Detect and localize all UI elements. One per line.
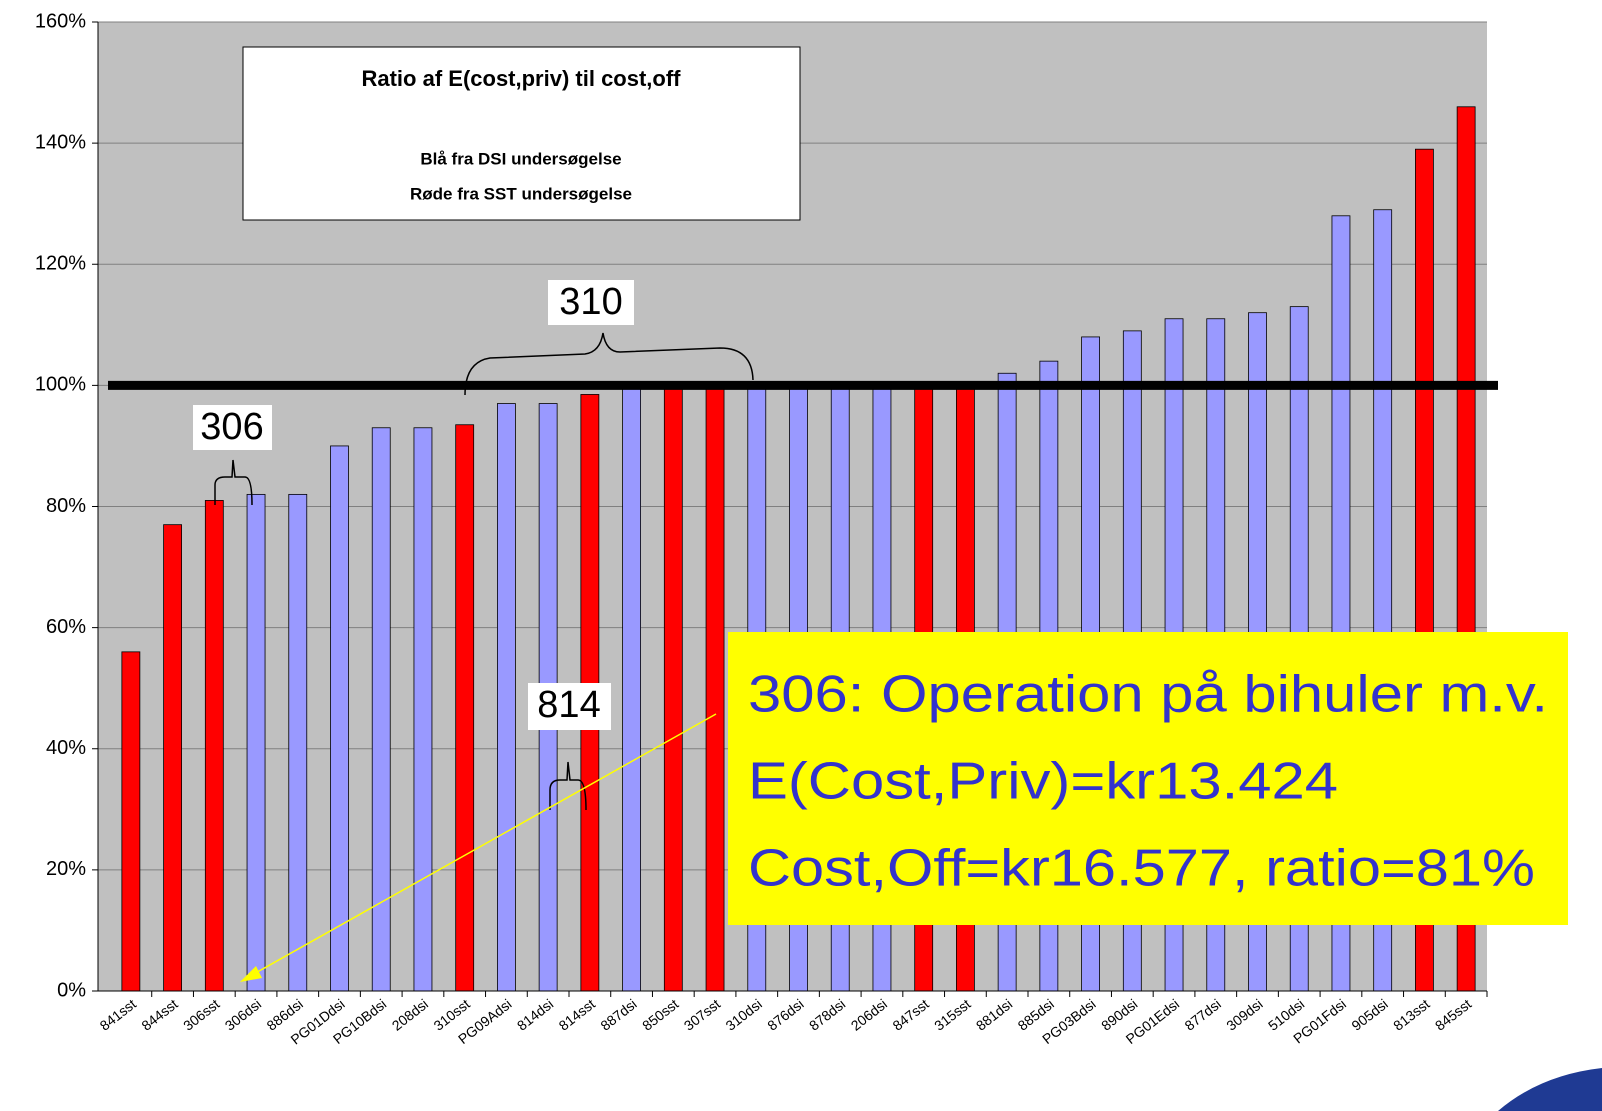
bar [413,427,433,992]
x-tick-label: 905dsi [1348,996,1390,1034]
legend-box [242,46,801,221]
label-box [548,280,634,325]
y-tick-label: 40% [46,737,86,759]
bar [705,384,725,992]
brace [214,459,253,506]
legend-line: Røde fra SST undersøgelse [410,184,632,203]
arrow-head [240,966,262,982]
x-tick-label: 813sst [1390,996,1432,1034]
logo [1498,1068,1602,1111]
annotation: 310 [559,281,622,323]
bar [497,403,516,992]
y-tick-label: 20% [46,858,86,880]
callout-text: 306: Operation på bihuler m.v. [748,666,1548,724]
y-tick-label: 140% [35,131,86,153]
x-tick-label: 814sst [556,996,598,1034]
bar [163,524,182,992]
arrow [251,713,717,976]
bar [455,424,475,992]
x-tick-label: 845sst [1432,996,1474,1034]
x-tick-label: 887dsi [597,996,639,1034]
y-tick-label: 100% [35,374,86,396]
x-tick-label: 315sst [931,996,973,1034]
y-tick-label: 80% [46,495,86,517]
x-tick-label: 850sst [639,996,681,1034]
bar [121,651,141,992]
label-box [528,683,611,730]
bar [663,384,683,992]
x-tick-label: 307sst [681,996,723,1034]
x-tick-label: 847sst [889,996,931,1034]
annotation: 814 [537,684,600,726]
x-tick-label: 309dsi [1223,996,1265,1034]
bar [622,384,641,992]
label-box [193,405,272,450]
x-tick-label: 881dsi [973,996,1015,1034]
bar [204,500,224,992]
x-tick-label: 306sst [180,996,222,1034]
bar [246,493,266,992]
x-tick-label: 814dsi [514,996,556,1034]
bar [330,445,349,992]
x-tick-label: 877dsi [1182,996,1224,1034]
x-tick-label: 841sst [97,996,139,1034]
callout-text: E(Cost,Priv)=kr13.424 [748,753,1338,811]
brace [464,332,754,396]
x-tick-label: 306dsi [222,996,264,1034]
y-tick-label: 120% [35,253,86,275]
x-tick-label: 206dsi [848,996,890,1034]
callout-box [728,632,1568,925]
y-tick-label: 0% [57,979,86,1001]
legend-title: Ratio af E(cost,priv) til cost,off [361,66,681,91]
x-tick-label: 844sst [138,996,180,1034]
x-tick-label: 208dsi [389,996,431,1034]
y-tick-label: 60% [46,616,86,638]
legend-line: Blå fra DSI undersøgelse [420,149,621,168]
brace [549,761,587,811]
x-tick-label: 878dsi [806,996,848,1034]
x-tick-label: 310dsi [723,996,765,1034]
annotation: 306 [200,406,263,448]
y-tick-label: 160% [35,10,86,32]
bar [288,493,308,992]
callout-text: Cost,Off=kr16.577, ratio=81% [748,840,1535,898]
x-tick-label: 876dsi [764,996,806,1034]
